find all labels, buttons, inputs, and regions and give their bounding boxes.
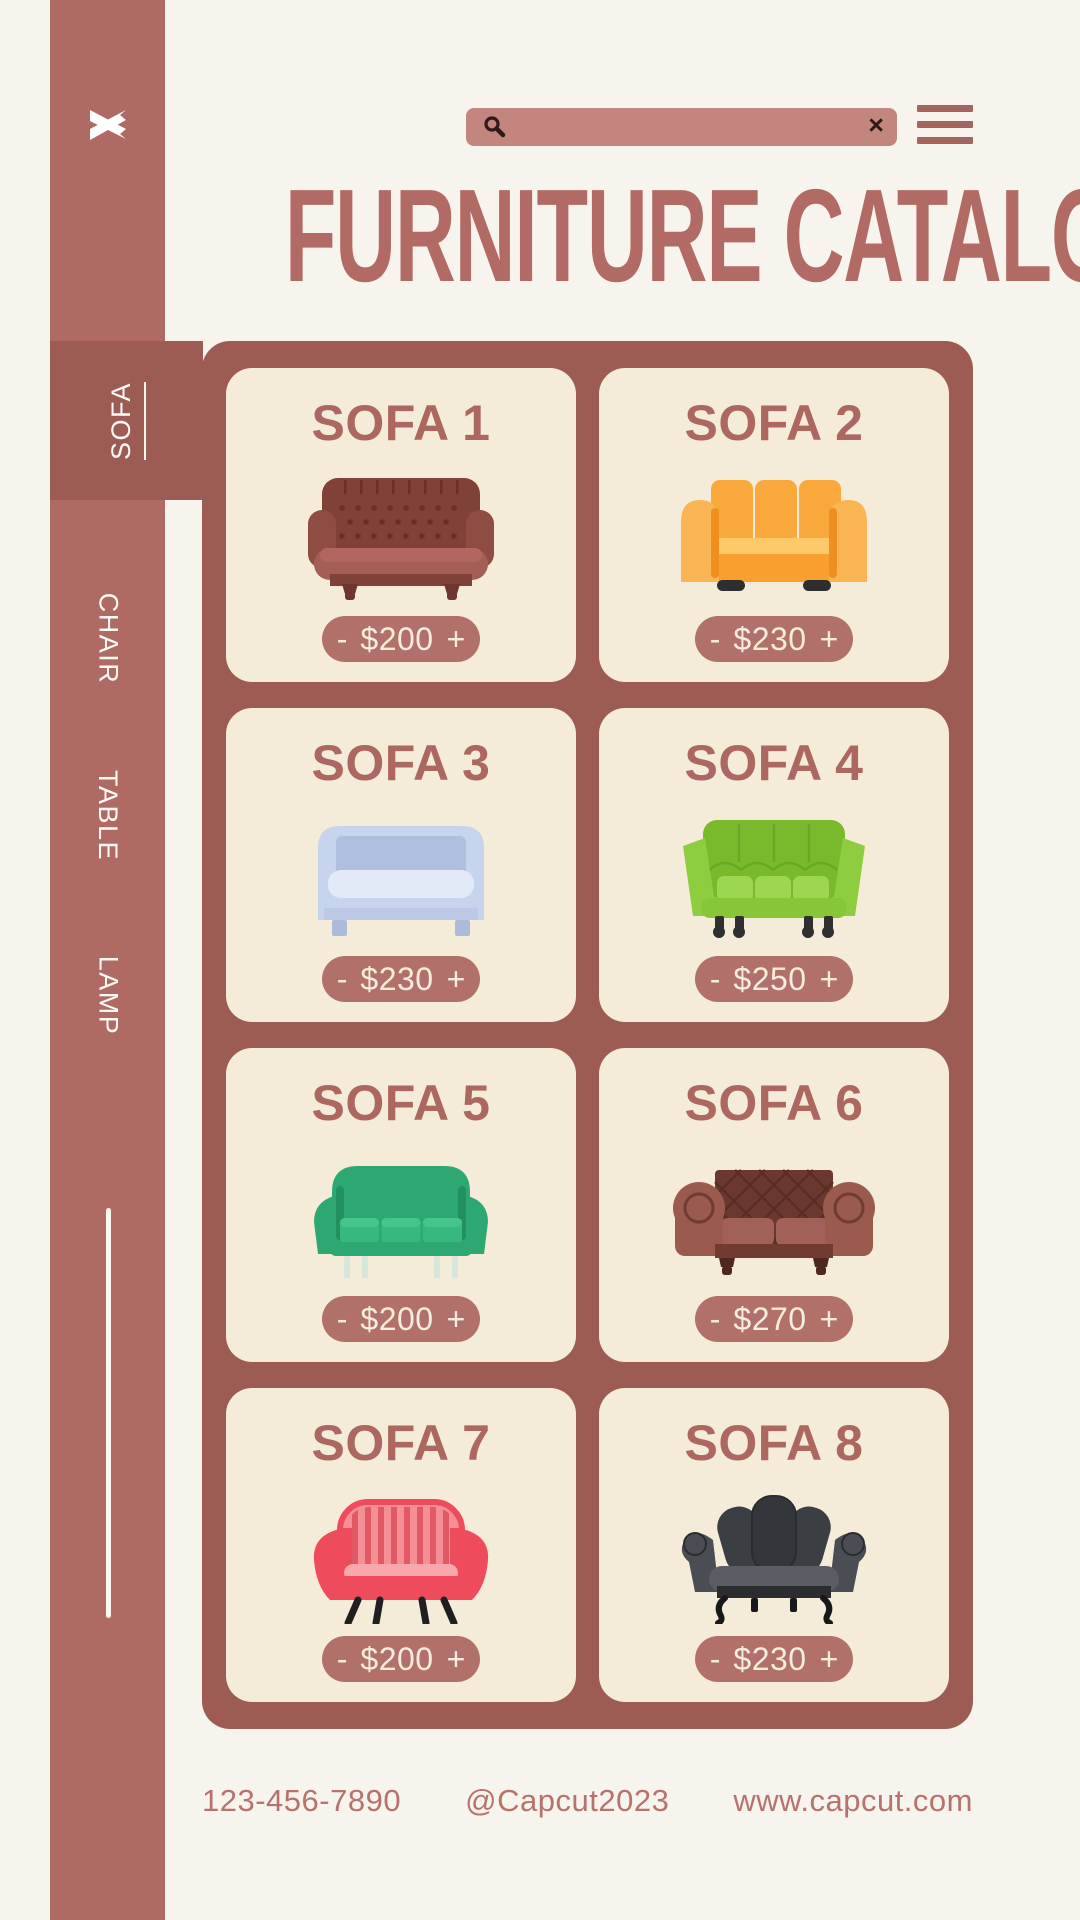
product-name: SOFA 6: [684, 1075, 864, 1131]
product-name: SOFA 4: [684, 735, 864, 791]
sidebar-item-label: TABLE: [93, 769, 123, 861]
price-value: $200: [360, 1640, 434, 1677]
menu-icon: [917, 121, 973, 128]
sofa-illustration: [659, 464, 889, 604]
price-value: $230: [733, 1640, 807, 1677]
menu-icon: [917, 137, 973, 144]
search-input[interactable]: [508, 114, 863, 140]
product-card: SOFA 1 - $200 +: [226, 368, 576, 682]
increase-price-button[interactable]: +: [446, 1300, 466, 1337]
price-stepper: - $230 +: [695, 616, 853, 662]
product-card: SOFA 7 - $200 +: [226, 1388, 576, 1702]
footer-website: www.capcut.com: [733, 1783, 973, 1818]
decrease-price-button[interactable]: -: [709, 1300, 721, 1337]
sidebar-item-label: LAMP: [93, 955, 123, 1035]
product-name: SOFA 5: [311, 1075, 491, 1131]
sofa-illustration: [286, 1144, 516, 1284]
sidebar-item-lamp[interactable]: LAMP: [50, 935, 165, 1055]
decrease-price-button[interactable]: -: [336, 1640, 348, 1677]
increase-price-button[interactable]: +: [819, 1300, 839, 1337]
decrease-price-button[interactable]: -: [709, 960, 721, 997]
product-card: SOFA 4 - $250 +: [599, 708, 949, 1022]
sofa-illustration: [286, 464, 516, 604]
price-value: $270: [733, 1300, 807, 1337]
price-stepper: - $270 +: [695, 1296, 853, 1342]
menu-button[interactable]: [917, 105, 973, 144]
price-stepper: - $200 +: [322, 1636, 480, 1682]
sidebar-item-label: CHAIR: [92, 592, 123, 684]
search-bar[interactable]: ×: [466, 108, 897, 146]
sofa-illustration: [659, 804, 889, 944]
page-title: FURNITURE CATALOG: [284, 162, 1080, 309]
price-stepper: - $230 +: [695, 1636, 853, 1682]
product-grid: SOFA 1 - $200 + SOFA 2 - $230 + SOFA 3 -…: [226, 368, 949, 1702]
price-stepper: - $200 +: [322, 616, 480, 662]
product-card: SOFA 5 - $200 +: [226, 1048, 576, 1362]
sidebar-divider-line: [106, 1208, 111, 1618]
decrease-price-button[interactable]: -: [336, 620, 348, 657]
increase-price-button[interactable]: +: [446, 960, 466, 997]
increase-price-button[interactable]: +: [446, 620, 466, 657]
menu-icon: [917, 105, 973, 112]
search-icon: [484, 116, 506, 138]
footer-handle: @Capcut2023: [465, 1783, 670, 1818]
price-stepper: - $230 +: [322, 956, 480, 1002]
product-name: SOFA 3: [311, 735, 491, 791]
sofa-illustration: [286, 1484, 516, 1624]
price-value: $230: [360, 960, 434, 997]
product-card: SOFA 8 - $230 +: [599, 1388, 949, 1702]
product-card: SOFA 6 - $270 +: [599, 1048, 949, 1362]
product-card: SOFA 3 - $230 +: [226, 708, 576, 1022]
price-value: $200: [360, 1300, 434, 1337]
price-value: $200: [360, 620, 434, 657]
increase-price-button[interactable]: +: [819, 1640, 839, 1677]
footer: 123-456-7890 @Capcut2023 www.capcut.com: [202, 1783, 973, 1819]
product-name: SOFA 8: [684, 1415, 864, 1471]
catalog-container: SOFA 1 - $200 + SOFA 2 - $230 + SOFA 3 -…: [202, 341, 973, 1729]
capcut-logo-icon: [90, 110, 126, 140]
increase-price-button[interactable]: +: [819, 960, 839, 997]
price-value: $250: [733, 960, 807, 997]
increase-price-button[interactable]: +: [446, 1640, 466, 1677]
price-value: $230: [733, 620, 807, 657]
clear-search-button[interactable]: ×: [862, 112, 897, 142]
decrease-price-button[interactable]: -: [336, 1300, 348, 1337]
sidebar-item-chair[interactable]: CHAIR: [50, 578, 165, 698]
product-name: SOFA 2: [684, 395, 864, 451]
increase-price-button[interactable]: +: [819, 620, 839, 657]
decrease-price-button[interactable]: -: [709, 620, 721, 657]
footer-phone: 123-456-7890: [202, 1783, 402, 1818]
price-stepper: - $250 +: [695, 956, 853, 1002]
price-stepper: - $200 +: [322, 1296, 480, 1342]
product-name: SOFA 7: [311, 1415, 491, 1471]
product-card: SOFA 2 - $230 +: [599, 368, 949, 682]
sidebar-item-table[interactable]: TABLE: [50, 755, 165, 875]
sidebar-item-label: SOFA: [106, 381, 147, 460]
sofa-illustration: [286, 804, 516, 944]
sidebar-item-sofa[interactable]: SOFA: [50, 341, 203, 500]
sofa-illustration: [659, 1144, 889, 1284]
decrease-price-button[interactable]: -: [709, 1640, 721, 1677]
sofa-illustration: [659, 1484, 889, 1624]
decrease-price-button[interactable]: -: [336, 960, 348, 997]
product-name: SOFA 1: [311, 395, 491, 451]
